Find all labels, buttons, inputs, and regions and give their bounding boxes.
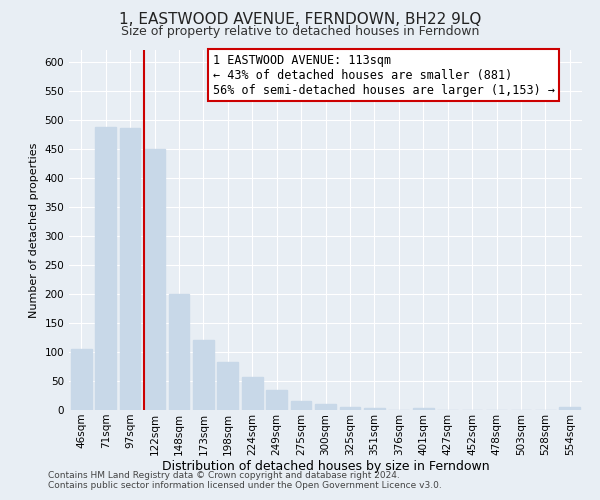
Bar [266,390,287,410]
Bar [559,407,580,410]
Bar [193,340,214,410]
Text: Contains HM Land Registry data © Crown copyright and database right 2024.: Contains HM Land Registry data © Crown c… [48,470,400,480]
Text: 1, EASTWOOD AVENUE, FERNDOWN, BH22 9LQ: 1, EASTWOOD AVENUE, FERNDOWN, BH22 9LQ [119,12,481,28]
Y-axis label: Number of detached properties: Number of detached properties [29,142,39,318]
Text: Contains public sector information licensed under the Open Government Licence v3: Contains public sector information licen… [48,480,442,490]
Bar [290,400,311,410]
Bar [169,294,190,410]
Bar [95,127,116,410]
Bar [217,362,238,410]
Bar [413,408,434,410]
X-axis label: Distribution of detached houses by size in Ferndown: Distribution of detached houses by size … [161,460,490,473]
Bar [119,128,140,410]
Bar [315,404,336,410]
Bar [340,407,361,410]
Bar [242,377,263,410]
Text: 1 EASTWOOD AVENUE: 113sqm
← 43% of detached houses are smaller (881)
56% of semi: 1 EASTWOOD AVENUE: 113sqm ← 43% of detac… [212,54,554,96]
Text: Size of property relative to detached houses in Ferndown: Size of property relative to detached ho… [121,25,479,38]
Bar [71,349,92,410]
Bar [144,148,165,410]
Bar [364,408,385,410]
